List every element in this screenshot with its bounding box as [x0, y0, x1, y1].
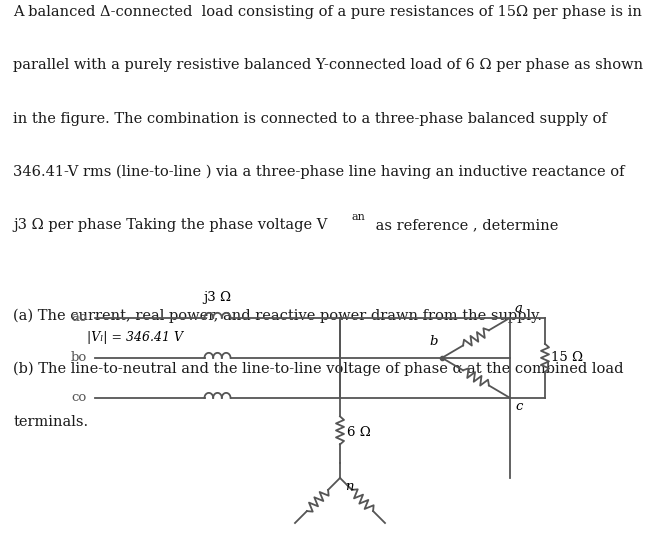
Text: (b) The line-to-neutral and the line-to-line voltage of phase α at the combined : (b) The line-to-neutral and the line-to-… [13, 361, 624, 376]
Text: b: b [430, 335, 438, 348]
Text: co: co [72, 391, 87, 405]
Text: j3 Ω per phase Taking the phase voltage V: j3 Ω per phase Taking the phase voltage … [13, 218, 327, 232]
Text: 346.41-V rms (line-to-line ) via a three-phase line having an inductive reactanc: 346.41-V rms (line-to-line ) via a three… [13, 165, 624, 179]
Text: c: c [515, 400, 522, 413]
Text: a: a [515, 302, 523, 315]
Text: 6 Ω: 6 Ω [347, 426, 371, 439]
Text: |Vₗ| = 346.41 V: |Vₗ| = 346.41 V [87, 332, 183, 344]
Text: terminals.: terminals. [13, 415, 88, 429]
Text: 15 Ω: 15 Ω [551, 351, 583, 365]
Text: A balanced Δ-connected  load consisting of a pure resistances of 15Ω per phase i: A balanced Δ-connected load consisting o… [13, 5, 642, 19]
Text: j3 Ω: j3 Ω [204, 291, 232, 304]
Text: parallel with a purely resistive balanced Y-connected load of 6 Ω per phase as s: parallel with a purely resistive balance… [13, 59, 643, 72]
Text: in the figure. The combination is connected to a three-phase balanced supply of: in the figure. The combination is connec… [13, 112, 607, 126]
Text: n: n [345, 480, 353, 493]
Text: as reference , determine: as reference , determine [371, 218, 558, 232]
Text: ao: ao [71, 311, 87, 325]
Text: bo: bo [71, 351, 87, 365]
Text: (a) The current, real power, and reactive power drawn from the supply.: (a) The current, real power, and reactiv… [13, 309, 542, 323]
Text: an: an [352, 212, 366, 222]
